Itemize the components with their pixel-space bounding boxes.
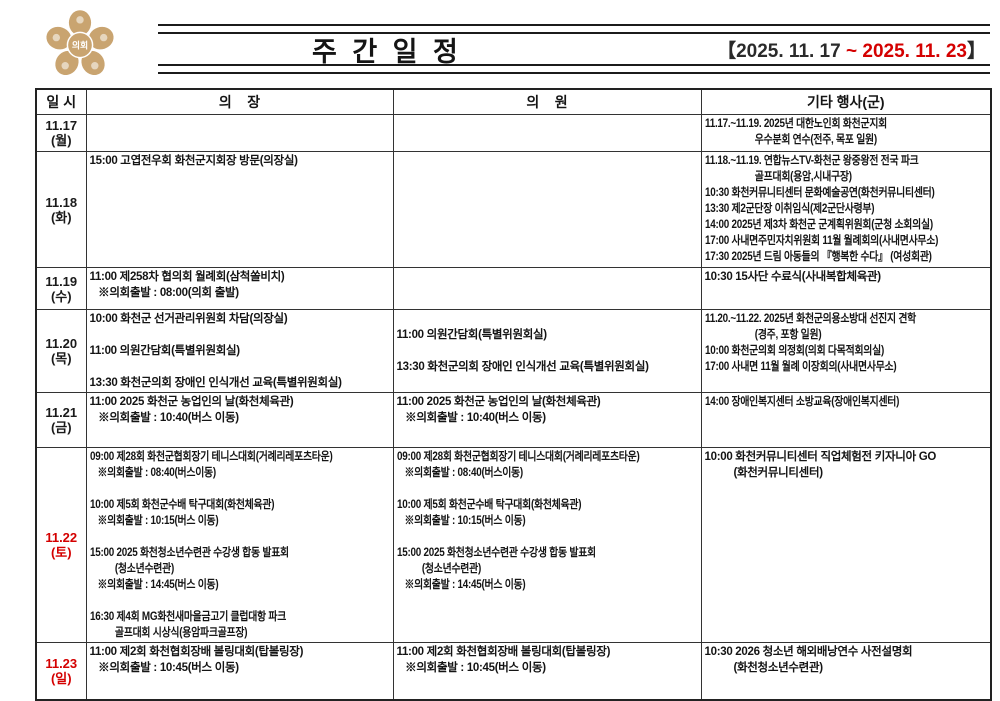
members-schedule: 11:00 제2회 화천협회장배 볼링대회(탑볼링장) ※의회출발 : 10:4… [396, 646, 611, 674]
day: (월) [50, 133, 72, 148]
chairman-schedule: 11:00 2025 화천군 농업인의 날(화천체육관) ※의회출발 : 10:… [89, 396, 294, 424]
other-events-cell: 11.20.~11.22. 2025년 화천군의용소방대 선진지 견학 (경주,… [700, 309, 992, 393]
bracket-open: 【 [717, 40, 737, 62]
other-events: 11.20.~11.22. 2025년 화천군의용소방대 선진지 견학 (경주,… [704, 313, 916, 373]
schedule-table: 일 시 의 장 의 원 기타 행사(군) 11.17 (월) 11.17.~11.… [35, 88, 992, 701]
chairman-schedule: 09:00 제28회 화천군협회장기 테니스대회(거례리레포츠타운) ※의회출발… [89, 451, 333, 639]
members-schedule: 11:00 2025 화천군 농업인의 날(화천체육관) ※의회출발 : 10:… [396, 396, 601, 424]
members-cell: 11:00 제2회 화천협회장배 볼링대회(탑볼링장) ※의회출발 : 10:4… [392, 642, 702, 700]
column-header-other-events: 기타 행사(군) [700, 88, 992, 115]
bracket-close: 】 [966, 40, 986, 62]
members-cell: 11:00 2025 화천군 농업인의 날(화천체육관) ※의회출발 : 10:… [392, 392, 702, 448]
table-header-row: 일 시 의 장 의 원 기타 행사(군) [35, 88, 992, 115]
other-events: 14:00 장애인복지센터 소방교육(장애인복지센터) [704, 396, 899, 408]
date-cell: 11.21 (금) [35, 392, 87, 448]
table-row: 11.19 (수) 11:00 제258차 협의회 월례회(삼척쏠비치) ※의회출… [35, 267, 992, 310]
chairman-cell: 11:00 제258차 협의회 월례회(삼척쏠비치) ※의회출발 : 08:00… [85, 267, 394, 310]
day: (수) [50, 288, 72, 304]
day: (화) [50, 209, 72, 225]
day: (금) [50, 420, 72, 435]
other-events-cell: 10:00 화천커뮤니티센터 직업체험전 키자니아 GO (화천커뮤니티센터) [700, 447, 992, 643]
date-cell: 11.22 (토) [35, 447, 87, 643]
date: 11.23 [45, 655, 78, 671]
chairman-cell: 09:00 제28회 화천군협회장기 테니스대회(거례리레포츠타운) ※의회출발… [85, 447, 394, 643]
table-row: 11.23 (일) 11:00 제2회 화천협회장배 볼링대회(탑볼링장) ※의회… [35, 642, 992, 700]
date-start: 2025. 11. 17 [736, 40, 846, 62]
members-schedule: 09:00 제28회 화천군협회장기 테니스대회(거례리레포츠타운) ※의회출발… [396, 451, 640, 591]
date-range: 【2025. 11. 17 ~ 2025. 11. 23】 [717, 36, 986, 63]
other-events-cell: 10:30 2026 청소년 해외배낭연수 사전설명회 (화천청소년수련관) [700, 642, 992, 700]
members-cell: 11:00 의원간담회(특별위원회실) 13:30 화천군의회 장애인 인식개선… [392, 309, 702, 393]
table-row: 11.21 (금) 11:00 2025 화천군 농업인의 날(화천체육관) ※의… [35, 392, 992, 448]
members-schedule: 11:00 의원간담회(특별위원회실) 13:30 화천군의회 장애인 인식개선… [396, 329, 649, 373]
date: 11.18 [45, 194, 78, 210]
column-header-members: 의 원 [392, 88, 702, 115]
double-rule-top [158, 24, 990, 34]
date: 11.21 [45, 405, 78, 420]
date-cell: 11.18 (화) [35, 151, 87, 268]
date-cell: 11.19 (수) [35, 267, 87, 310]
members-cell [392, 151, 702, 268]
members-cell [392, 114, 702, 152]
other-events: 11.17.~11.19. 2025년 대한노인회 화천군지회 우수분회 연수(… [704, 118, 887, 146]
date: 11.19 [45, 273, 78, 289]
other-events-cell: 14:00 장애인복지센터 소방교육(장애인복지센터) [700, 392, 992, 448]
double-rule-bottom [158, 64, 990, 74]
other-events-cell: 11.17.~11.19. 2025년 대한노인회 화천군지회 우수분회 연수(… [700, 114, 992, 152]
column-header-datetime: 일 시 [35, 88, 87, 115]
council-emblem-logo: 의회 [46, 10, 114, 76]
header-band: 주 간 일 정 【2025. 11. 17 ~ 2025. 11. 23】 [158, 24, 990, 74]
date: 11.20 [45, 336, 78, 351]
chairman-cell: 10:00 화천군 선거관리위원회 차담(의장실) 11:00 의원간담회(특별… [85, 309, 394, 393]
date-cell: 11.17 (월) [35, 114, 87, 152]
table-row: 11.20 (목) 10:00 화천군 선거관리위원회 차담(의장실) 11:00… [35, 309, 992, 393]
column-header-chairman: 의 장 [85, 88, 394, 115]
logo-text: 의회 [72, 40, 88, 51]
chairman-cell [85, 114, 394, 152]
other-events: 10:30 15사단 수료식(사내복합체육관) [704, 271, 882, 283]
date: 11.22 [45, 530, 78, 545]
members-cell: 09:00 제28회 화천군협회장기 테니스대회(거례리레포츠타운) ※의회출발… [392, 447, 702, 643]
date-separator: ~ [845, 40, 858, 62]
chairman-schedule: 10:00 화천군 선거관리위원회 차담(의장실) 11:00 의원간담회(특별… [89, 313, 342, 389]
chairman-cell: 15:00 고엽전우회 화천군지회장 방문(의장실) [85, 151, 394, 268]
other-events-cell: 11.18.~11.19. 연합뉴스TV-화천군 왕중왕전 전국 파크 골프대회… [700, 151, 992, 268]
date-end: 2025. 11. 23 [857, 40, 967, 62]
table-row: 11.17 (월) 11.17.~11.19. 2025년 대한노인회 화천군지회… [35, 114, 992, 152]
date-cell: 11.20 (목) [35, 309, 87, 393]
chairman-schedule: 11:00 제258차 협의회 월례회(삼척쏠비치) ※의회출발 : 08:00… [89, 271, 285, 299]
day: (목) [50, 351, 72, 366]
members-cell [392, 267, 702, 310]
chairman-schedule: 11:00 제2회 화천협회장배 볼링대회(탑볼링장) ※의회출발 : 10:4… [89, 646, 304, 674]
chairman-cell: 11:00 제2회 화천협회장배 볼링대회(탑볼링장) ※의회출발 : 10:4… [85, 642, 394, 700]
chairman-schedule: 15:00 고엽전우회 화천군지회장 방문(의장실) [89, 155, 298, 167]
chairman-cell: 11:00 2025 화천군 농업인의 날(화천체육관) ※의회출발 : 10:… [85, 392, 394, 448]
other-events: 10:00 화천커뮤니티센터 직업체험전 키자니아 GO (화천커뮤니티센터) [704, 451, 937, 479]
other-events: 10:30 2026 청소년 해외배낭연수 사전설명회 (화천청소년수련관) [704, 646, 913, 674]
date: 11.17 [45, 118, 78, 133]
day: (일) [50, 670, 72, 686]
table-row: 11.22 (토) 09:00 제28회 화천군협회장기 테니스대회(거례리레포츠… [35, 447, 992, 643]
other-events-cell: 10:30 15사단 수료식(사내복합체육관) [700, 267, 992, 310]
day: (토) [50, 545, 72, 560]
date-cell: 11.23 (일) [35, 642, 87, 700]
other-events: 11.18.~11.19. 연합뉴스TV-화천군 왕중왕전 전국 파크 골프대회… [704, 155, 938, 263]
page-title: 주 간 일 정 [312, 36, 462, 67]
table-row: 11.18 (화) 15:00 고엽전우회 화천군지회장 방문(의장실) 11.1… [35, 151, 992, 268]
